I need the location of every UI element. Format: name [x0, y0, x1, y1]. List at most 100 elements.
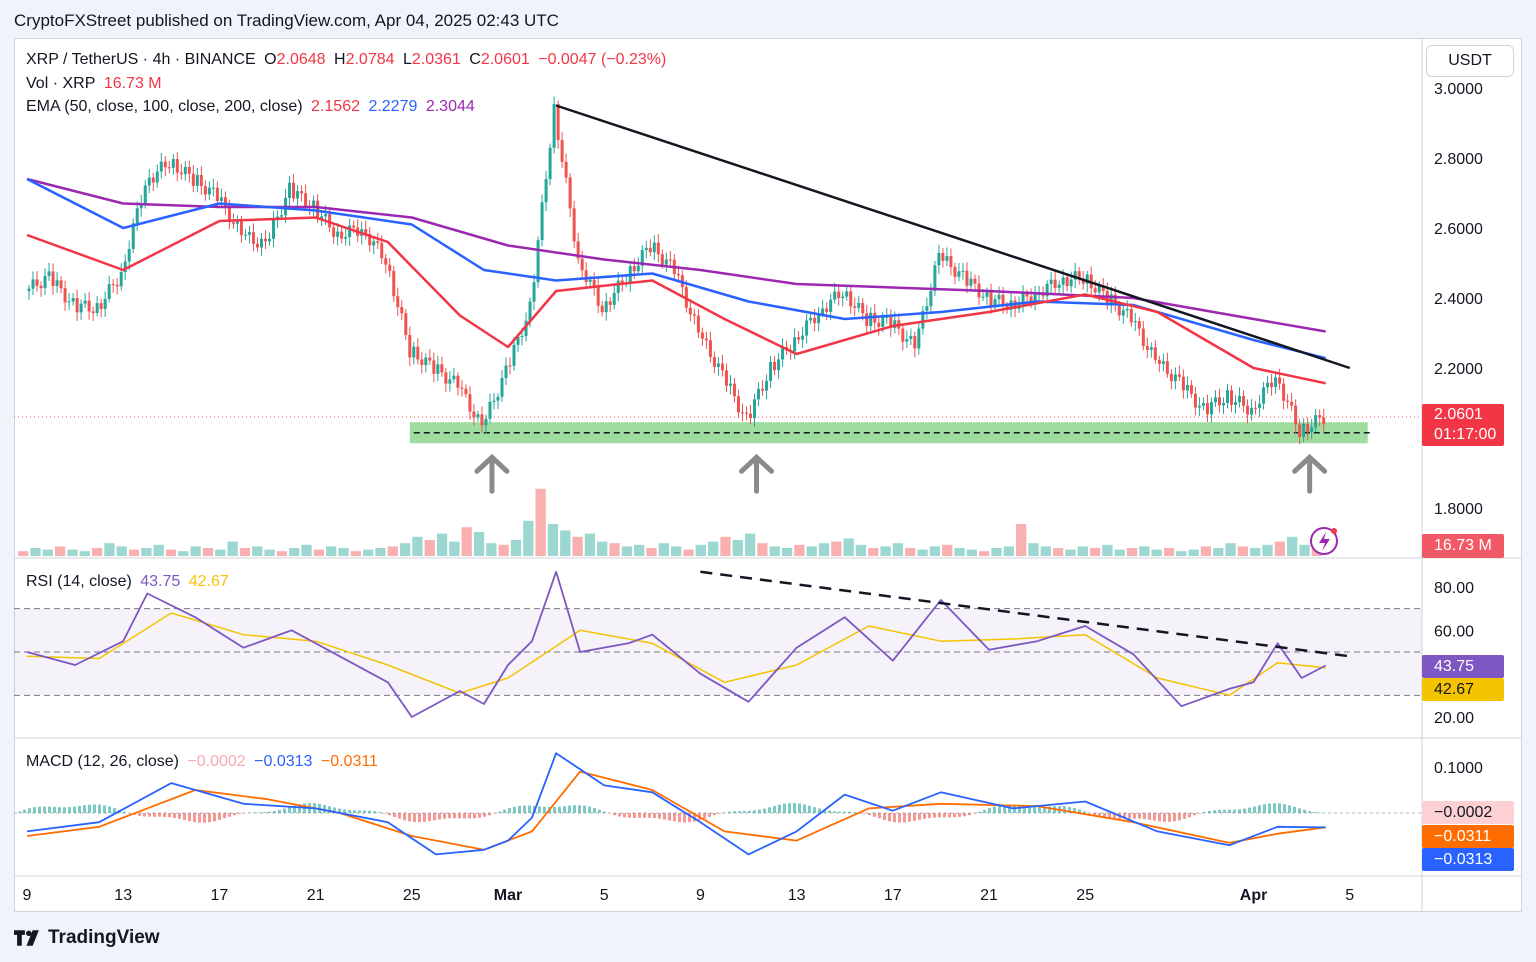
price-tick-label: 2.4000: [1434, 291, 1483, 308]
volume-bar: [1274, 541, 1286, 556]
macd-hist-bar: [1018, 805, 1021, 813]
volume-bar: [1213, 548, 1224, 556]
candle-body: [1169, 373, 1173, 382]
volume-bar: [375, 548, 386, 556]
rsi-label[interactable]: RSI (14, close): [26, 573, 132, 590]
candle-body: [568, 177, 572, 209]
symbol-label[interactable]: XRP / TetherUS · 4h · BINANCE: [26, 51, 256, 68]
chart-canvas[interactable]: 3.0000 2.8000 2.6000 2.4000 2.2000 1.8000 80.0…: [14, 38, 1522, 912]
time-tick-label: 5: [1345, 887, 1354, 904]
candle-body: [1117, 304, 1121, 316]
candle-body: [1298, 424, 1302, 437]
volume-label[interactable]: Vol · XRP: [26, 75, 96, 92]
macd-hist-bar: [148, 813, 151, 817]
macd-hist-bar: [493, 813, 496, 814]
macd-hist-bar: [233, 813, 236, 816]
candle-body: [945, 256, 949, 261]
candle-body: [997, 294, 1001, 300]
volume-bar: [1287, 536, 1298, 556]
volume-bar: [264, 549, 275, 556]
macd-hist-bar: [328, 806, 331, 813]
time-tick-label: 21: [307, 887, 325, 904]
volume-value: 16.73 M: [103, 75, 162, 92]
candle-body: [805, 320, 809, 336]
candle-body: [773, 361, 777, 371]
ema100-line: [26, 177, 1327, 360]
currency-button[interactable]: USDT: [1426, 45, 1514, 77]
candle-body: [263, 238, 267, 242]
ema50-line: [26, 216, 1326, 385]
macd-hist-bar: [153, 813, 156, 817]
candle-body: [300, 191, 304, 194]
candle-body: [380, 242, 384, 259]
macd-hist-bar: [138, 813, 141, 816]
candle-body: [1137, 321, 1141, 329]
candle-body: [1294, 405, 1298, 425]
volume-bar: [818, 543, 830, 556]
candle-body: [131, 223, 135, 249]
volume-bar: [436, 533, 448, 556]
candle-body: [496, 396, 500, 401]
macd-hist-bar: [853, 812, 856, 813]
candle-body: [704, 338, 708, 341]
macd-hist-bar: [168, 813, 171, 818]
candle-body: [644, 247, 648, 251]
arrow-shape: [1292, 453, 1328, 494]
candle-body: [1041, 294, 1045, 297]
rsi-tick-label: 80.00: [1434, 580, 1474, 597]
candle-body: [344, 237, 348, 239]
macd-hist-bar: [1313, 812, 1316, 813]
candle-body: [392, 270, 396, 297]
candle-body: [540, 202, 544, 241]
candle-body: [636, 265, 640, 272]
candle-body: [1033, 294, 1037, 304]
volume-bar: [646, 548, 657, 556]
volume-bar: [510, 540, 522, 556]
candle-body: [452, 375, 456, 380]
candle-body: [1181, 376, 1185, 391]
rsi-line: [26, 570, 1327, 718]
macd-hist-bar: [868, 813, 871, 816]
macd-hist-bar: [813, 807, 816, 813]
candle-body: [504, 365, 508, 378]
volume-bar: [79, 551, 90, 556]
candle-body: [829, 299, 833, 312]
candle-body: [744, 412, 748, 414]
candle-body: [1101, 285, 1105, 291]
candle-body: [1282, 383, 1286, 401]
candle-body: [396, 296, 400, 308]
macd-hist-bar: [433, 813, 436, 821]
candle-body: [1053, 279, 1057, 288]
volume-bar: [1003, 546, 1014, 556]
candle-body: [324, 214, 328, 217]
support-arrow-icon: [1292, 453, 1328, 494]
candle-body: [616, 280, 620, 293]
candle-body: [31, 279, 35, 289]
macd-hist-bar: [778, 804, 781, 813]
macd-label[interactable]: MACD (12, 26, close): [26, 753, 179, 770]
macd-hist-bar: [763, 808, 766, 813]
macd-hist-bar: [333, 807, 336, 813]
candle-body: [1081, 278, 1085, 284]
ema-label[interactable]: EMA (50, close, 100, close, 200, close): [26, 98, 303, 115]
macd-hist-bar: [18, 811, 21, 813]
volume-bar: [880, 546, 891, 556]
macd-hist-bar: [1128, 813, 1131, 819]
tradingview-logo-icon: [14, 930, 39, 946]
candle-body: [247, 232, 251, 235]
price-tag-countdown: 01:17:00: [1434, 426, 1497, 443]
time-tick-label: 9: [23, 887, 32, 904]
macd-hist-bar: [1268, 803, 1271, 813]
candle-body: [749, 413, 753, 419]
macd-hist-bar: [773, 806, 776, 813]
candle-body: [35, 279, 39, 286]
macd-hist-bar: [703, 813, 706, 819]
volume-bar: [905, 548, 916, 556]
candle-body: [961, 270, 965, 272]
candle-body: [75, 298, 79, 313]
candle-body: [1205, 403, 1209, 415]
macd-hist-bar: [143, 813, 146, 817]
candle-body: [432, 360, 436, 374]
macd-hist-bar: [1163, 813, 1166, 822]
macd-hist-bar: [193, 813, 196, 823]
